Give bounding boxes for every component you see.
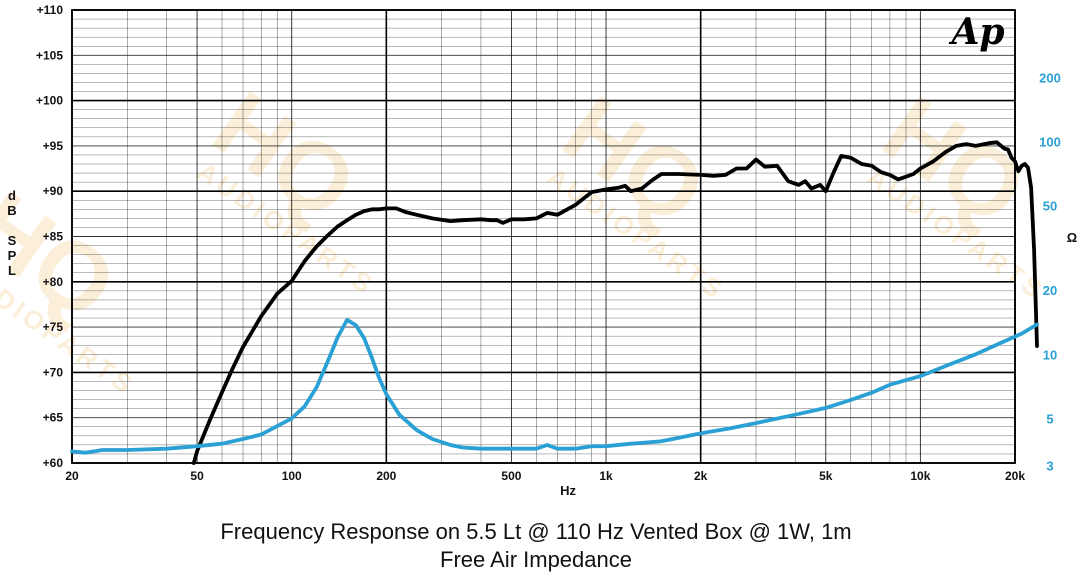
x-ticks: 20 50 100 200 500 1k 2k 5k 10k 20k — [65, 469, 1025, 483]
y-left-tick-label: +60 — [43, 456, 64, 470]
y-left-tick-label: +65 — [43, 411, 64, 425]
chart-subtitle: Free Air Impedance — [440, 547, 632, 572]
impedance-line — [70, 317, 1039, 455]
y-left-tick-label: +75 — [43, 320, 64, 334]
x-tick-label: 100 — [282, 469, 302, 483]
y-right-tick-label: 200 — [1039, 70, 1061, 85]
y-right-tick-label: 100 — [1039, 134, 1061, 149]
y-right-ticks: 500 200 100 50 20 10 5 3 — [1039, 0, 1061, 474]
x-tick-label: 5k — [819, 469, 833, 483]
ap-logo: Ap — [948, 11, 1004, 53]
grid-minor — [72, 10, 1015, 463]
y-left-ticks: +110 +105 +100 +95 +90 +85 +80 +75 +70 +65 +60 — [36, 3, 63, 470]
plot-frame — [71, 9, 1016, 464]
y-axis-left-title-letter: S — [8, 233, 17, 248]
x-tick-label: 1k — [599, 469, 613, 483]
y-right-tick-label: 5 — [1046, 411, 1053, 426]
y-axis-right-title: Ω — [1067, 230, 1077, 245]
y-left-tick-label: +100 — [36, 94, 63, 108]
y-axis-left-title-letter: d — [8, 188, 16, 203]
series-layer — [70, 140, 1039, 465]
y-right-tick-label: 500 — [1039, 0, 1061, 1]
y-left-tick-label: +105 — [36, 48, 63, 62]
y-right-tick-label: 10 — [1043, 347, 1057, 362]
y-axis-left-title-letter: P — [8, 248, 17, 263]
y-left-tick-label: +95 — [43, 139, 64, 153]
y-axis-left-title-letter: B — [7, 203, 16, 218]
y-left-tick-label: +80 — [43, 275, 64, 289]
x-tick-label: 200 — [376, 469, 396, 483]
y-right-tick-label: 20 — [1043, 283, 1057, 298]
x-tick-label: 20 — [65, 469, 79, 483]
y-axis-left-title-letter: L — [8, 263, 16, 278]
y-left-tick-label: +110 — [37, 3, 64, 17]
x-tick-label: 20k — [1005, 469, 1025, 483]
spl-response-line — [191, 140, 1039, 465]
y-right-tick-label: 3 — [1046, 459, 1053, 474]
x-tick-label: 500 — [501, 469, 521, 483]
y-right-tick-label: 50 — [1043, 198, 1057, 213]
x-tick-label: 2k — [694, 469, 708, 483]
y-left-tick-label: +70 — [43, 365, 64, 379]
x-tick-label: 50 — [190, 469, 204, 483]
y-left-tick-label: +90 — [43, 184, 64, 198]
x-tick-label: 10k — [910, 469, 930, 483]
y-left-tick-label: +85 — [43, 230, 64, 244]
chart-title: Frequency Response on 5.5 Lt @ 110 Hz Ve… — [220, 519, 852, 544]
x-axis-title: Hz — [560, 483, 576, 498]
